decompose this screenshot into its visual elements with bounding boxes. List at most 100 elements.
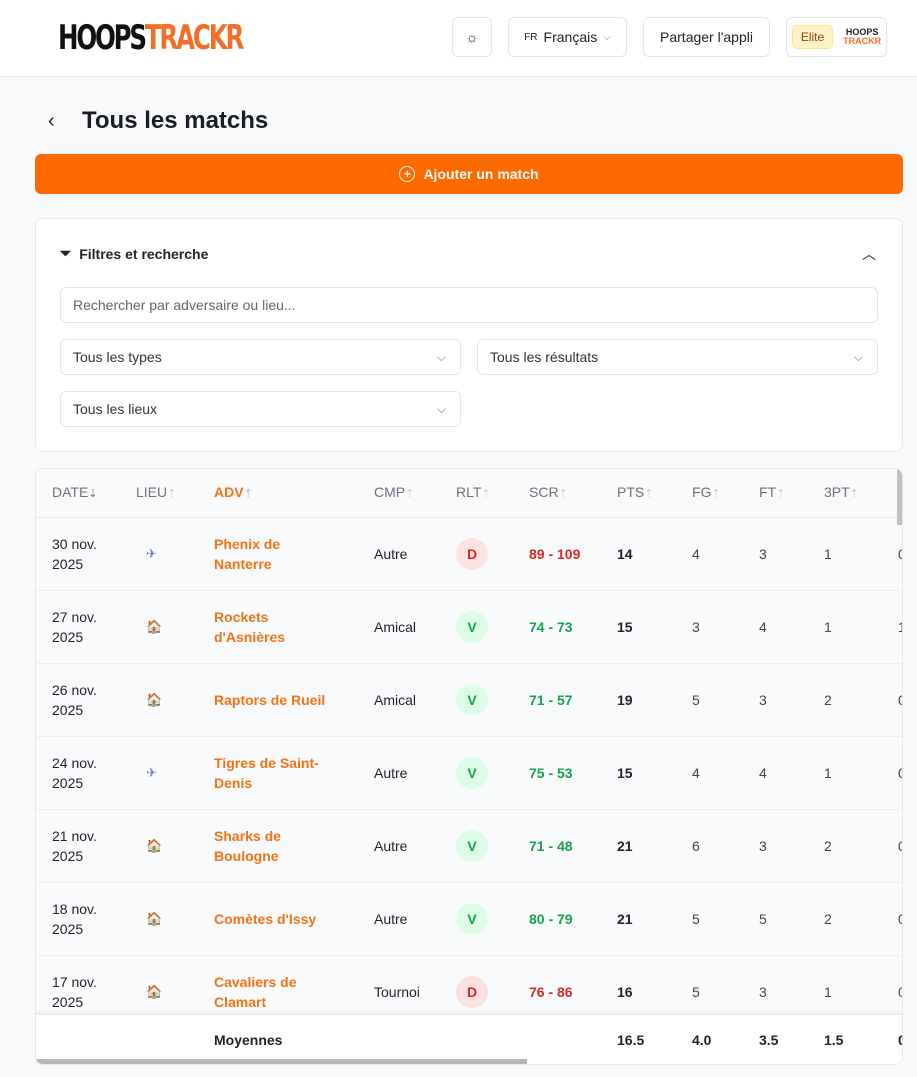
table-row[interactable]: 24 nov. 2025 ✈ Tigres de Saint-Denis Autre V 7…	[36, 737, 902, 810]
field-goals: 5	[692, 692, 700, 708]
competition: Autre	[374, 911, 408, 927]
home-icon: 🏠	[146, 838, 163, 853]
date: 26 nov. 2025	[52, 682, 97, 718]
field-goals: 6	[692, 838, 700, 854]
column-header-fg[interactable]: FG⇡	[692, 484, 721, 500]
chevron-down-icon: ⌵	[603, 31, 611, 43]
sort-icon: ⇡	[167, 488, 177, 500]
opponent-link[interactable]: Tigres de Saint-Denis	[214, 755, 319, 791]
sort-icon: ⇡	[558, 488, 568, 500]
averages-label: Moyennes	[214, 1031, 283, 1048]
date: 17 nov. 2025	[52, 974, 97, 1010]
home-icon: 🏠	[146, 692, 163, 707]
column-header-date[interactable]: DATE⇣	[52, 484, 98, 500]
sort-icon: ⇡	[849, 488, 859, 500]
opponent-link[interactable]: Raptors de Rueil	[214, 692, 326, 708]
next-stat: 0	[882, 909, 902, 929]
plane-icon: ✈	[146, 765, 157, 780]
opponent-link[interactable]: Sharks de Boulogne	[214, 828, 281, 864]
table-row[interactable]: 21 nov. 2025 🏠 Sharks de Boulogne Autre V 71 -…	[36, 810, 902, 883]
column-header-lieu[interactable]: LIEU⇡	[136, 484, 177, 500]
filters-card: ⏷ Filtres et recherche ︿ Rechercher par a…	[35, 218, 903, 452]
result-badge: V	[456, 611, 488, 643]
add-match-button[interactable]: + Ajouter un match	[35, 154, 903, 194]
chevron-up-icon[interactable]: ︿	[862, 246, 876, 262]
free-throws: 5	[759, 911, 767, 927]
table-row[interactable]: 27 nov. 2025 🏠 Rockets d'Asnières Amical V 74 …	[36, 591, 902, 664]
column-header-ft[interactable]: FT⇡	[759, 484, 786, 500]
logo[interactable]: HOOPSTRACKR	[58, 18, 244, 58]
field-goals: 5	[692, 911, 700, 927]
home-icon: 🏠	[146, 984, 163, 999]
three-pointers: 1	[824, 546, 832, 562]
date: 21 nov. 2025	[52, 828, 97, 864]
theme-toggle-button[interactable]: ☼	[452, 17, 492, 57]
type-select[interactable]: Tous les types ⌵	[60, 339, 461, 375]
averages-row: Moyennes 16.5 4.0 3.5 1.5 0	[36, 1014, 902, 1064]
field-goals: 4	[692, 546, 700, 562]
competition: Autre	[374, 765, 408, 781]
next-stat: 0	[882, 690, 902, 710]
vertical-scrollbar[interactable]	[897, 469, 902, 525]
date: 18 nov. 2025	[52, 901, 97, 937]
opponent-link[interactable]: Cavaliers de Clamart	[214, 974, 297, 1010]
opponent-link[interactable]: Comètes d'Issy	[214, 911, 317, 927]
sort-icon: ⇡	[776, 488, 786, 500]
result-badge: V	[456, 903, 488, 935]
avg-ft: 3.5	[759, 1031, 779, 1048]
page-title: Tous les matchs	[82, 107, 269, 134]
sort-icon: ⇡	[711, 488, 721, 500]
table-row[interactable]: 30 nov. 2025 ✈ Phenix de Nanterre Autre D 89 -…	[36, 518, 902, 591]
three-pointers: 1	[824, 765, 832, 781]
column-header-pts[interactable]: PTS⇡	[617, 484, 654, 500]
lang-label: Français	[543, 29, 598, 45]
opponent-link[interactable]: Rockets d'Asnières	[214, 609, 286, 645]
result-badge: V	[456, 684, 488, 716]
field-goals: 3	[692, 619, 700, 635]
free-throws: 3	[759, 838, 767, 854]
competition: Amical	[374, 692, 417, 708]
score: 89 - 109	[529, 546, 581, 562]
score: 80 - 79	[529, 911, 573, 927]
three-pointers: 2	[824, 838, 832, 854]
column-header-rlt[interactable]: RLT⇡	[456, 484, 491, 500]
chevron-down-icon: ⌵	[436, 401, 446, 416]
competition: Tournoi	[374, 984, 420, 1000]
avg-3pt: 1.5	[824, 1031, 844, 1048]
search-input[interactable]: Rechercher par adversaire ou lieu...	[60, 287, 878, 323]
place-select[interactable]: Tous les lieux ⌵	[60, 391, 461, 427]
points: 19	[617, 692, 633, 708]
home-icon: 🏠	[146, 911, 163, 926]
chevron-down-icon: ⌵	[436, 349, 446, 364]
language-select[interactable]: FR Français ⌵	[508, 17, 627, 57]
free-throws: 4	[759, 619, 767, 635]
table-row[interactable]: 18 nov. 2025 🏠 Comètes d'Issy Autre V 80 - 79 2…	[36, 883, 902, 956]
points: 14	[617, 546, 633, 562]
back-button[interactable]: ‹	[48, 110, 55, 132]
sort-icon: ⇡	[405, 488, 415, 500]
next-stat: 0	[882, 836, 902, 856]
result-select[interactable]: Tous les résultats ⌵	[477, 339, 878, 375]
column-header-adv[interactable]: ADV⇡	[214, 484, 253, 500]
opponent-link[interactable]: Phenix de Nanterre	[214, 536, 281, 572]
column-header-3pt[interactable]: 3PT⇡	[824, 484, 859, 500]
points: 21	[617, 838, 633, 854]
sort-icon: ⇡	[243, 488, 253, 500]
sort-icon: ⇣	[88, 488, 98, 500]
table-row[interactable]: 26 nov. 2025 🏠 Raptors de Rueil Amical V 71 - …	[36, 664, 902, 737]
free-throws: 4	[759, 765, 767, 781]
sort-icon: ⇡	[481, 488, 491, 500]
free-throws: 3	[759, 692, 767, 708]
date: 27 nov. 2025	[52, 609, 97, 645]
avatar: HOOPS TRACKR	[843, 27, 882, 46]
profile-button[interactable]: Elite HOOPS TRACKR	[786, 17, 887, 57]
column-header-cmp[interactable]: CMP⇡	[374, 484, 415, 500]
result-badge: D	[456, 538, 488, 570]
horizontal-scrollbar[interactable]	[36, 1059, 527, 1064]
home-icon: 🏠	[146, 619, 163, 634]
competition: Autre	[374, 546, 408, 562]
share-app-button[interactable]: Partager l'appli	[643, 17, 770, 57]
result-badge: D	[456, 976, 488, 1008]
column-header-scr[interactable]: SCR⇡	[529, 484, 568, 500]
filters-header[interactable]: ⏷ Filtres et recherche	[60, 245, 209, 262]
